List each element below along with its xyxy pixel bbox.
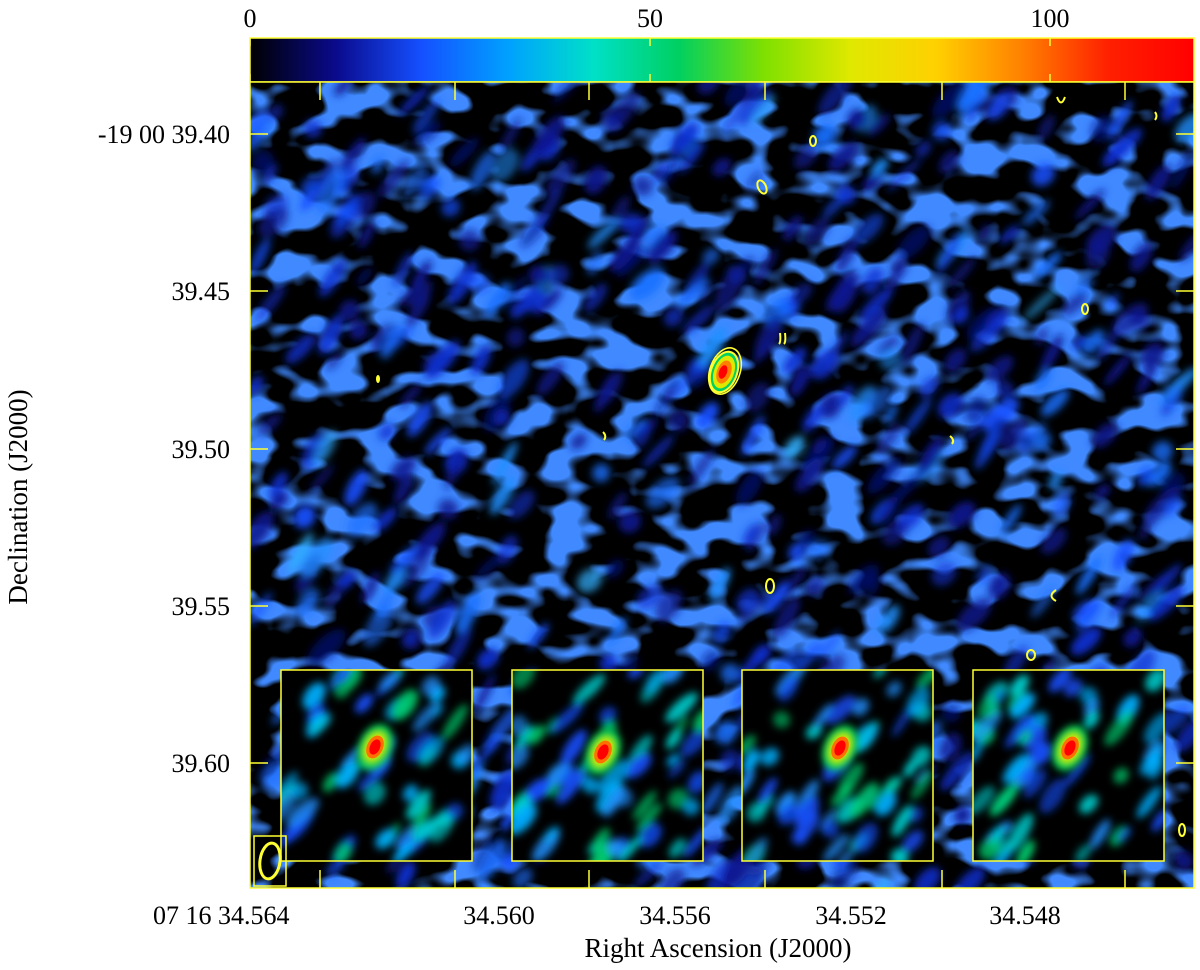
- colorbar-tick-label: 100: [1031, 4, 1070, 33]
- inset-panel: [280, 669, 473, 862]
- y-axis-title: Declination (J2000): [3, 389, 33, 604]
- colorbar-tick-label: 50: [637, 4, 663, 33]
- y-tick-labels: -19 00 39.40 39.45 39.50 39.55 39.60: [98, 120, 230, 778]
- y-tick-label: 39.60: [172, 749, 231, 778]
- map-frame: [249, 81, 1195, 889]
- x-tick-label: 34.548: [989, 901, 1061, 930]
- map-panel: [249, 81, 1195, 889]
- inset-panel: [511, 669, 704, 862]
- colorbar-gradient: [249, 37, 1195, 83]
- y-tick-label: -19 00 39.40: [98, 120, 230, 149]
- y-tick-label: 39.55: [172, 592, 231, 621]
- colorbar: 0 50 100: [244, 4, 1195, 83]
- x-tick-label: 34.552: [815, 901, 887, 930]
- beam-ellipse-icon: [253, 835, 287, 887]
- noise-blobs: [250, 82, 1194, 888]
- colorbar-tick-labels: 0 50 100: [244, 4, 1070, 33]
- x-tick-label: 34.556: [639, 901, 711, 930]
- x-axis-title: Right Ascension (J2000): [585, 933, 852, 963]
- y-tick-label: 39.45: [172, 277, 231, 306]
- x-tick-labels: 07 16 34.564 34.560 34.556 34.552 34.548: [153, 901, 1061, 930]
- colorbar-ticks: [249, 38, 1051, 82]
- inset-panel: [741, 669, 934, 862]
- x-tick-label: 07 16 34.564: [153, 901, 290, 930]
- inset-panel: [972, 669, 1165, 862]
- colorbar-tick-label: 0: [244, 4, 257, 33]
- contour-features: [376, 96, 1186, 837]
- central-source: [707, 347, 743, 395]
- x-tick-label: 34.560: [463, 901, 535, 930]
- map-ticks: [250, 82, 1194, 888]
- inset-panels: [280, 669, 1165, 862]
- y-tick-label: 39.50: [172, 435, 231, 464]
